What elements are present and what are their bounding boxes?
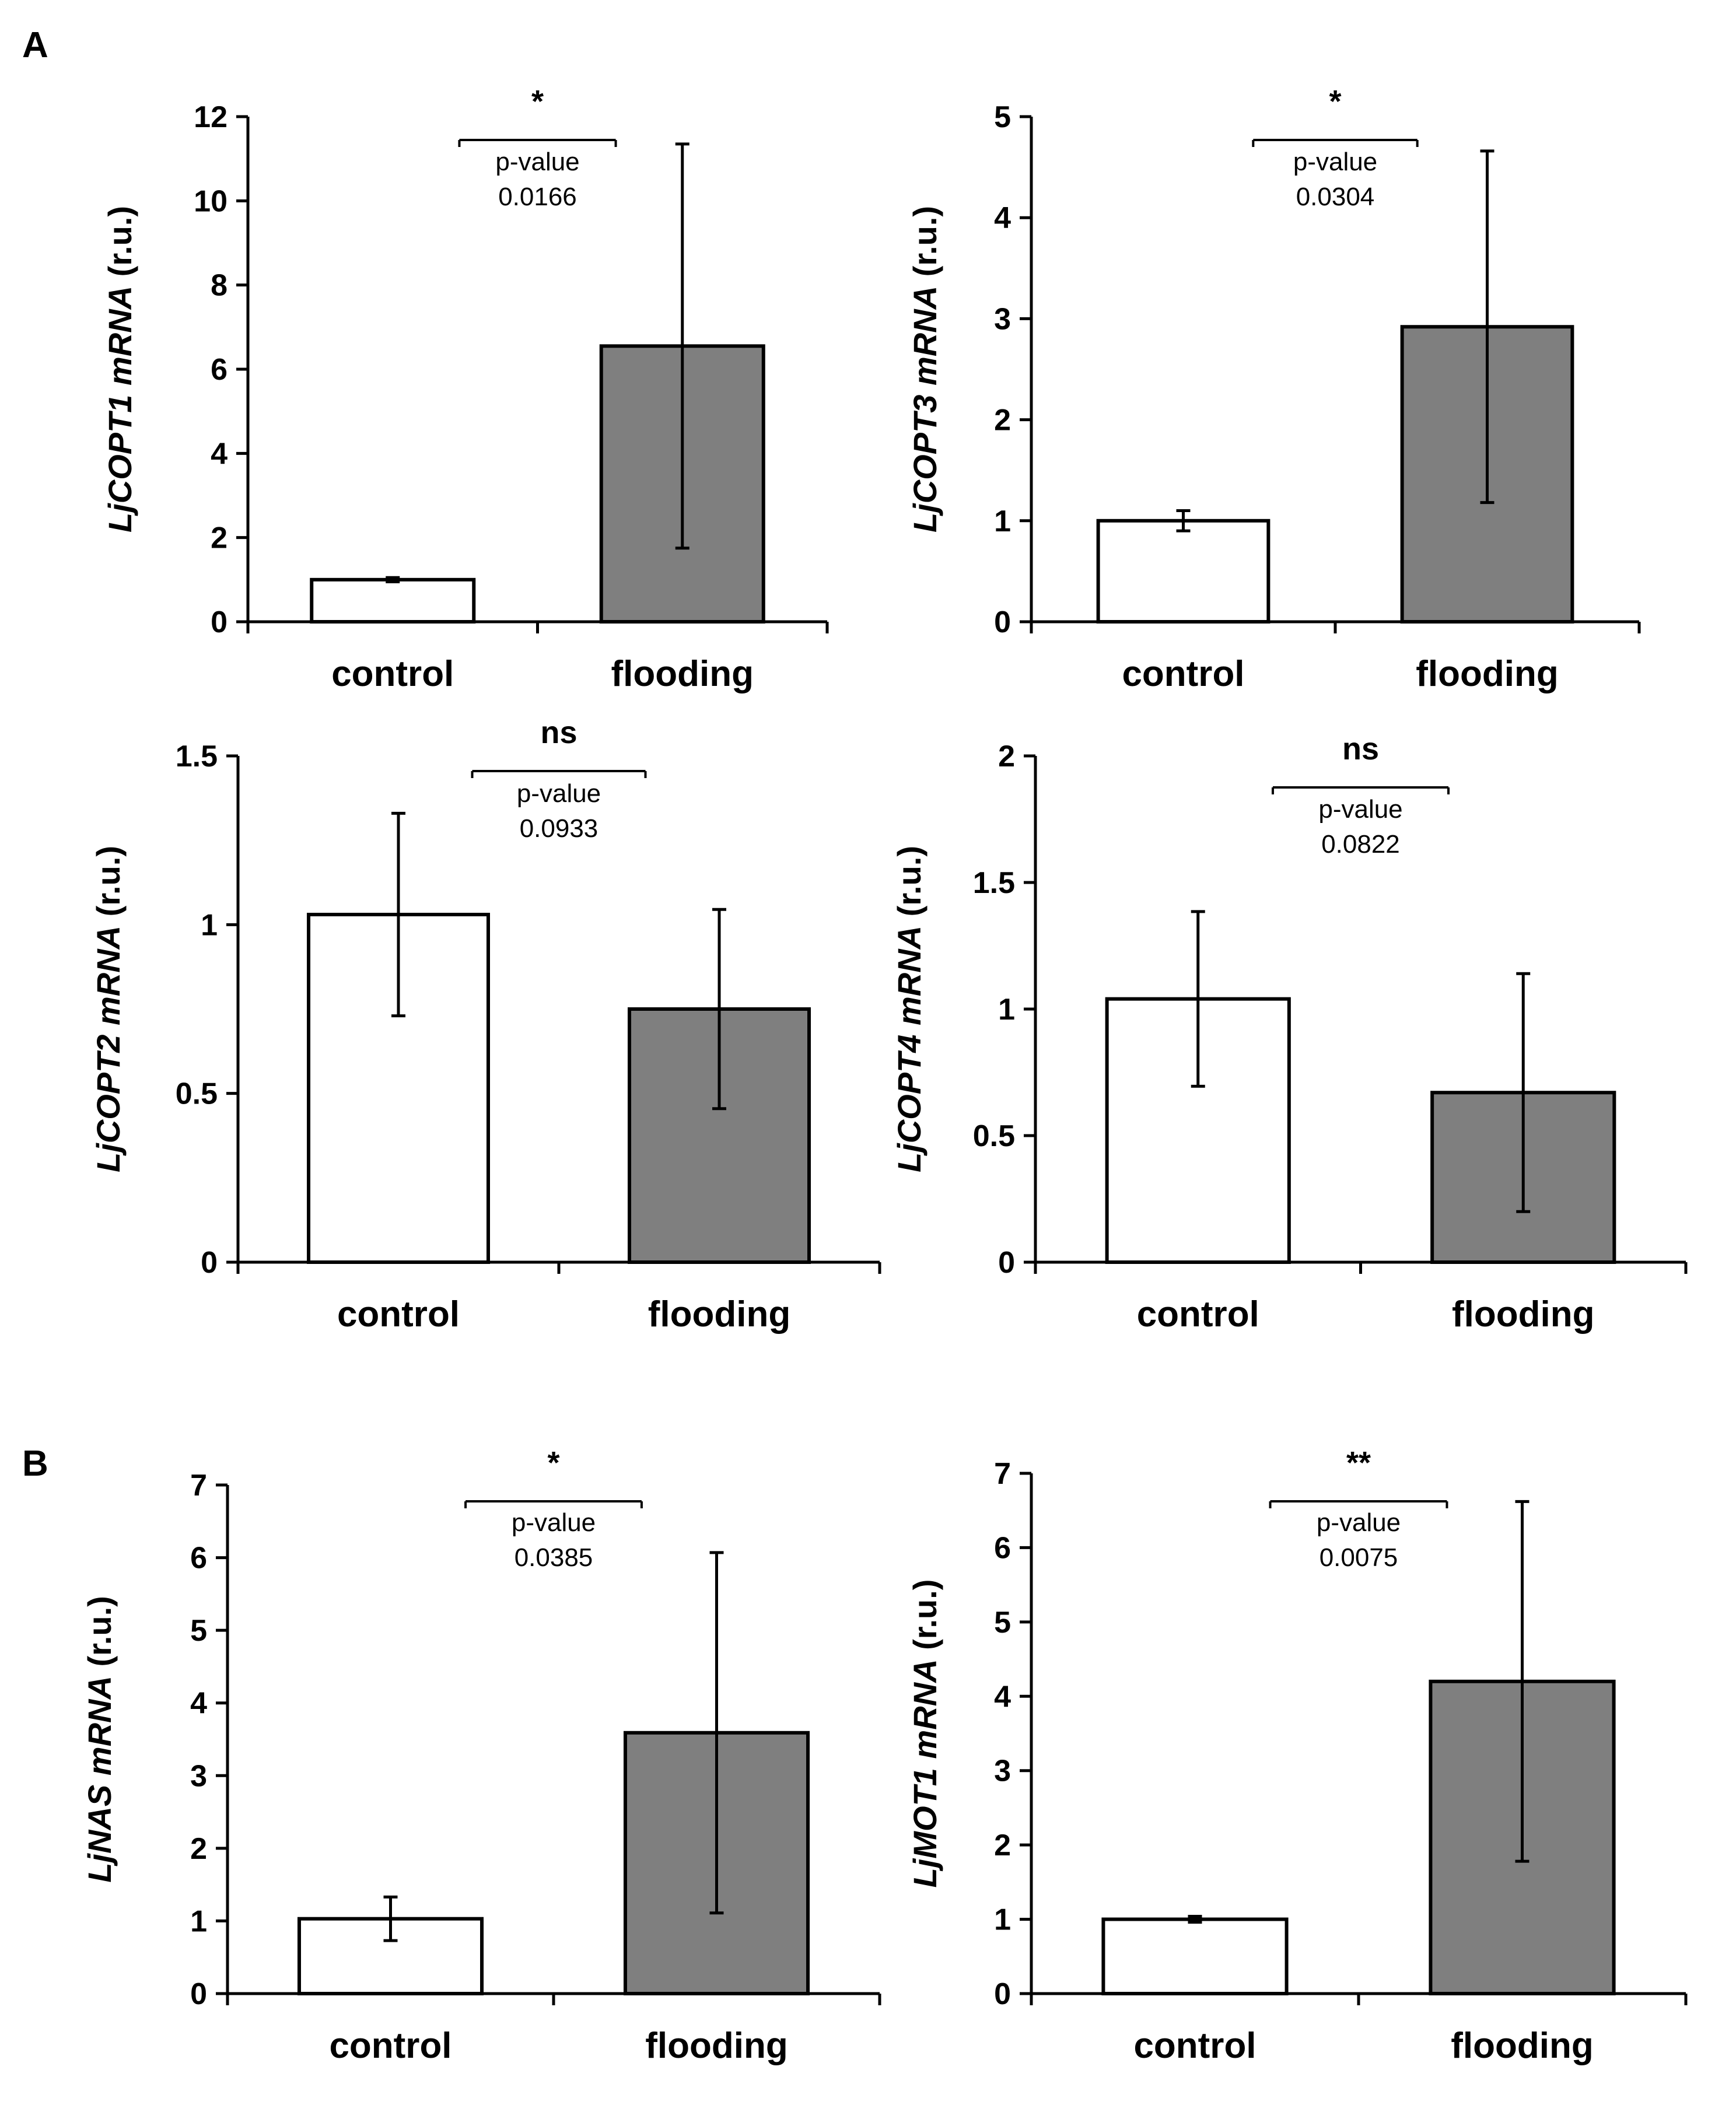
y-tick-label: 3 bbox=[994, 302, 1011, 336]
pvalue-label: p-value bbox=[512, 1508, 596, 1537]
y-tick-label: 2 bbox=[998, 740, 1015, 773]
y-tick-label: 5 bbox=[994, 100, 1011, 134]
y-tick-label: 5 bbox=[994, 1606, 1011, 1640]
pvalue-label: p-value bbox=[1293, 148, 1377, 176]
significance-label: * bbox=[1329, 84, 1341, 119]
y-tick-label: 1 bbox=[998, 993, 1015, 1027]
pvalue-value: 0.0166 bbox=[498, 183, 577, 211]
pvalue-value: 0.0385 bbox=[514, 1543, 593, 1572]
significance-label: ** bbox=[1346, 1445, 1371, 1480]
y-tick-label: 10 bbox=[194, 184, 228, 218]
pvalue-label: p-value bbox=[1317, 1508, 1401, 1537]
y-tick-label: 0 bbox=[998, 1246, 1015, 1280]
y-axis-title: LjNAS mRNA (r.u.) bbox=[81, 1596, 118, 1883]
y-axis-title: LjCOPT4 mRNA (r.u.) bbox=[891, 846, 928, 1172]
y-tick-label: 0 bbox=[994, 605, 1011, 639]
category-label-flooding: flooding bbox=[1416, 654, 1558, 694]
category-label-control: control bbox=[337, 1294, 460, 1335]
y-axis-title: LjCOPT1 mRNA (r.u.) bbox=[102, 206, 138, 533]
chart-3: 0 0.5 1 1.5 control flooding LjCOPT2 mRNA (r.u… bbox=[90, 715, 881, 1335]
category-label-control: control bbox=[331, 654, 454, 694]
significance-label: * bbox=[531, 84, 544, 119]
y-tick-label: 7 bbox=[994, 1457, 1011, 1491]
chart-4: 0 0.5 1 1.5 2 control flooding LjCOPT4 mRNA (r.… bbox=[891, 731, 1688, 1335]
y-axis-title: LjMOT1 mRNA (r.u.) bbox=[907, 1579, 943, 1888]
y-tick-label: 1.5 bbox=[176, 740, 218, 773]
category-label-flooding: flooding bbox=[645, 2026, 788, 2066]
panel-label-a: A bbox=[22, 25, 48, 65]
y-axis-title: LjCOPT2 mRNA (r.u.) bbox=[90, 846, 127, 1172]
y-tick-label: 0.5 bbox=[176, 1077, 218, 1111]
y-tick-label: 4 bbox=[211, 437, 228, 471]
pvalue-value: 0.0075 bbox=[1320, 1543, 1398, 1572]
bar-control bbox=[1096, 519, 1270, 624]
y-tick-label: 0 bbox=[994, 1977, 1011, 2011]
category-label-control: control bbox=[1137, 1294, 1259, 1335]
y-tick-label: 0.5 bbox=[973, 1119, 1015, 1153]
pvalue-value: 0.0822 bbox=[1321, 830, 1400, 859]
y-axis-title-gene: LjNAS mRNA bbox=[81, 1676, 118, 1883]
y-tick-label: 0 bbox=[211, 605, 228, 639]
category-label-control: control bbox=[1122, 654, 1244, 694]
chart-5: 0 1 2 3 4 5 6 7 control flooding LjNAS mRNA (r.u.)… bbox=[81, 1445, 881, 2066]
category-label-flooding: flooding bbox=[648, 1294, 790, 1335]
y-tick-label: 1 bbox=[201, 908, 218, 942]
y-axis-title-gene: LjCOPT2 mRNA bbox=[90, 926, 127, 1172]
pvalue-value: 0.0933 bbox=[520, 814, 598, 843]
y-axis-title-unit: (r.u.) bbox=[891, 846, 928, 926]
significance-label: ns bbox=[1342, 731, 1379, 766]
y-tick-label: 12 bbox=[194, 100, 228, 134]
chart-1: 0 2 4 6 8 10 12 control flooding LjCOPT1 mRNA (r.… bbox=[102, 84, 829, 694]
category-label-control: control bbox=[329, 2026, 452, 2066]
y-tick-label: 0 bbox=[201, 1246, 218, 1280]
y-axis-title-gene: LjCOPT4 mRNA bbox=[891, 926, 928, 1172]
y-tick-label: 3 bbox=[190, 1759, 207, 1793]
y-tick-label: 6 bbox=[190, 1542, 207, 1575]
category-label-flooding: flooding bbox=[611, 654, 754, 694]
category-label-flooding: flooding bbox=[1452, 1294, 1594, 1335]
y-tick-label: 3 bbox=[994, 1754, 1011, 1788]
pvalue-label: p-value bbox=[1318, 795, 1402, 824]
y-tick-label: 1.5 bbox=[973, 866, 1015, 900]
y-tick-label: 8 bbox=[211, 269, 228, 303]
bar-control bbox=[1101, 1917, 1289, 1996]
y-axis-title-unit: (r.u.) bbox=[907, 1579, 943, 1659]
y-tick-label: 1 bbox=[994, 505, 1011, 538]
y-tick-label: 4 bbox=[994, 1680, 1011, 1714]
y-tick-label: 1 bbox=[190, 1904, 207, 1938]
bar-control bbox=[310, 577, 476, 624]
y-axis-title-unit: (r.u.) bbox=[90, 846, 127, 926]
category-label-flooding: flooding bbox=[1451, 2026, 1593, 2066]
y-tick-label: 0 bbox=[190, 1977, 207, 2011]
y-tick-label: 7 bbox=[190, 1469, 207, 1502]
y-tick-label: 6 bbox=[994, 1531, 1011, 1565]
y-axis-title-gene: LjCOPT3 mRNA bbox=[907, 286, 943, 533]
y-tick-label: 2 bbox=[994, 404, 1011, 437]
y-axis-title-unit: (r.u.) bbox=[102, 206, 138, 286]
y-tick-label: 2 bbox=[994, 1829, 1011, 1862]
y-tick-label: 5 bbox=[190, 1614, 207, 1648]
y-tick-label: 4 bbox=[190, 1687, 207, 1721]
panel-label-b: B bbox=[22, 1444, 48, 1484]
category-label-control: control bbox=[1133, 2026, 1256, 2066]
y-axis-title-gene: LjMOT1 mRNA bbox=[907, 1659, 943, 1887]
pvalue-label: p-value bbox=[495, 148, 579, 176]
y-tick-label: 4 bbox=[994, 201, 1011, 235]
y-tick-label: 6 bbox=[211, 353, 228, 387]
y-axis-title-gene: LjCOPT1 mRNA bbox=[102, 286, 138, 533]
significance-label: ns bbox=[540, 715, 577, 750]
pvalue-value: 0.0304 bbox=[1296, 183, 1375, 211]
pvalue-label: p-value bbox=[517, 779, 601, 808]
significance-label: * bbox=[547, 1445, 559, 1480]
chart-2: 0 1 2 3 4 5 control flooding LjCOPT3 mRNA (r.u.)… bbox=[907, 84, 1641, 694]
y-tick-label: 1 bbox=[994, 1903, 1011, 1937]
y-axis-title-unit: (r.u.) bbox=[81, 1596, 118, 1676]
y-tick-label: 2 bbox=[190, 1832, 207, 1866]
y-tick-label: 2 bbox=[211, 521, 228, 555]
chart-6: 0 1 2 3 4 5 6 7 control flooding LjMOT1 mRNA (r.u.… bbox=[907, 1445, 1688, 2066]
y-axis-title: LjCOPT3 mRNA (r.u.) bbox=[907, 206, 943, 533]
y-axis-title-unit: (r.u.) bbox=[907, 206, 943, 286]
